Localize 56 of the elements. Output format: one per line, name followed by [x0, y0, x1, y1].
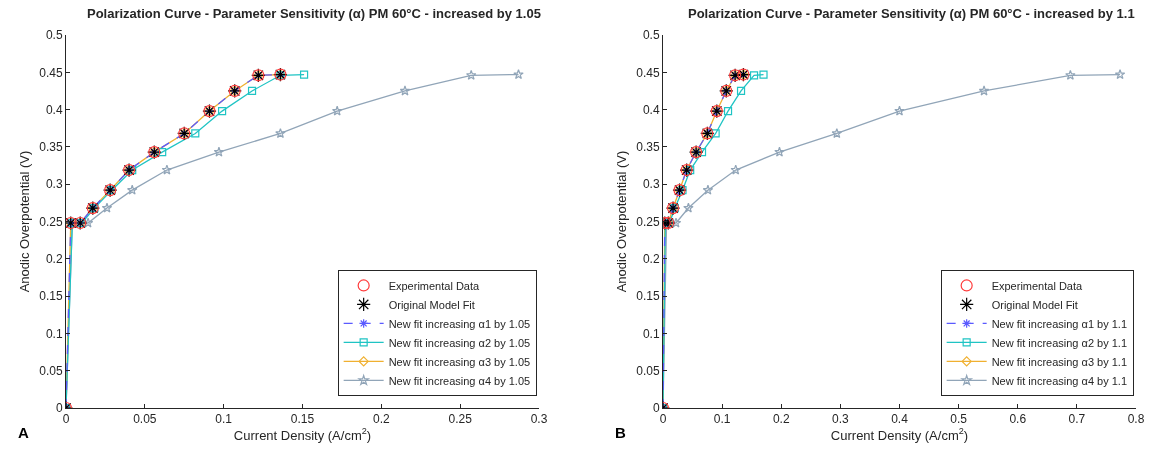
y-tick-label: 0.3 — [45, 177, 63, 192]
y-axis-title: Anodic Overpotential (V) — [614, 150, 630, 293]
y-tick-label: 0.5 — [45, 28, 63, 43]
legend-label: Experimental Data — [991, 279, 1084, 292]
x-tick-label: 0.8 — [1127, 412, 1145, 427]
y-tick-label: 0.4 — [642, 102, 660, 117]
chart-title: Polarization Curve - Parameter Sensitivity (α) PM 60°C - increased by 1.05 — [87, 6, 541, 21]
y-tick-label: 0.45 — [39, 65, 63, 80]
y-tick-label: 0.2 — [642, 252, 660, 266]
x-tick-label: 0.05 — [133, 412, 157, 427]
y-tick-label: 0.05 — [636, 363, 660, 378]
legend-label: New fit increasing α4 by 1.1 — [991, 374, 1128, 387]
text: A — [18, 424, 29, 441]
x-tick-label: 0.2 — [372, 412, 390, 427]
legend-label: New fit increasing α1 by 1.1 — [991, 317, 1128, 330]
y-tick-label: 0.5 — [642, 28, 660, 43]
x-tick-label: 0.25 — [448, 412, 473, 427]
x-tick-label: 0.3 — [530, 412, 548, 427]
y-tick-label: 0.2 — [45, 252, 63, 266]
y-tick-label: 0.1 — [642, 326, 660, 341]
legend-label: Original Model Fit — [991, 298, 1078, 311]
y-tick-label: 0.1 — [45, 326, 63, 341]
y-tick-label: 0.35 — [636, 140, 660, 155]
x-axis-title: Current Density (A/cm$^{2}$) — [830, 426, 969, 443]
y-tick-label: 0.15 — [39, 289, 63, 304]
legend-label: New fit increasing α4 by 1.05 — [388, 374, 531, 387]
y-axis-title: Anodic Overpotential (V) — [17, 150, 33, 293]
y-tick-label: 0.3 — [642, 177, 660, 192]
x-tick-label: 0.5 — [950, 412, 968, 427]
y-tick-label: 0.35 — [39, 140, 63, 155]
legend-label: New fit increasing α3 by 1.05 — [388, 355, 531, 368]
legend-label: New fit increasing α3 by 1.1 — [991, 355, 1128, 368]
legend-label: New fit increasing α1 by 1.05 — [388, 317, 531, 330]
x-tick-label: 0.1 — [713, 412, 731, 427]
y-tick-label: 0.15 — [636, 289, 660, 304]
x-tick-label: 0.15 — [290, 412, 315, 427]
y-tick-label: 0.45 — [636, 65, 660, 80]
y-tick-label: 0.25 — [636, 214, 660, 229]
text: B — [615, 424, 626, 441]
x-tick-label: 0.4 — [891, 412, 909, 427]
legend-label: New fit increasing α2 by 1.05 — [388, 336, 531, 349]
x-tick-label: 0.1 — [215, 412, 233, 427]
legend-label: Experimental Data — [388, 279, 481, 292]
y-tick-label: 0.4 — [45, 102, 63, 117]
legend-label: New fit increasing α2 by 1.1 — [991, 336, 1128, 349]
x-tick-label: 0.3 — [832, 412, 850, 427]
y-tick-label: 0.25 — [39, 214, 63, 229]
y-tick-label: 0.05 — [39, 363, 63, 378]
x-tick-label: 0.6 — [1009, 412, 1027, 427]
x-tick-label: 0.7 — [1068, 412, 1086, 427]
x-axis-title: Current Density (A/cm$^{2}$) — [233, 426, 372, 443]
chart-title: Polarization Curve - Parameter Sensitivity (α) PM 60°C - increased by 1.1 — [688, 6, 1135, 21]
y-tick-label: 0 — [652, 401, 660, 416]
x-tick-label: 0.2 — [772, 412, 790, 427]
y-tick-label: 0 — [55, 401, 63, 416]
legend-label: Original Model Fit — [388, 298, 475, 311]
